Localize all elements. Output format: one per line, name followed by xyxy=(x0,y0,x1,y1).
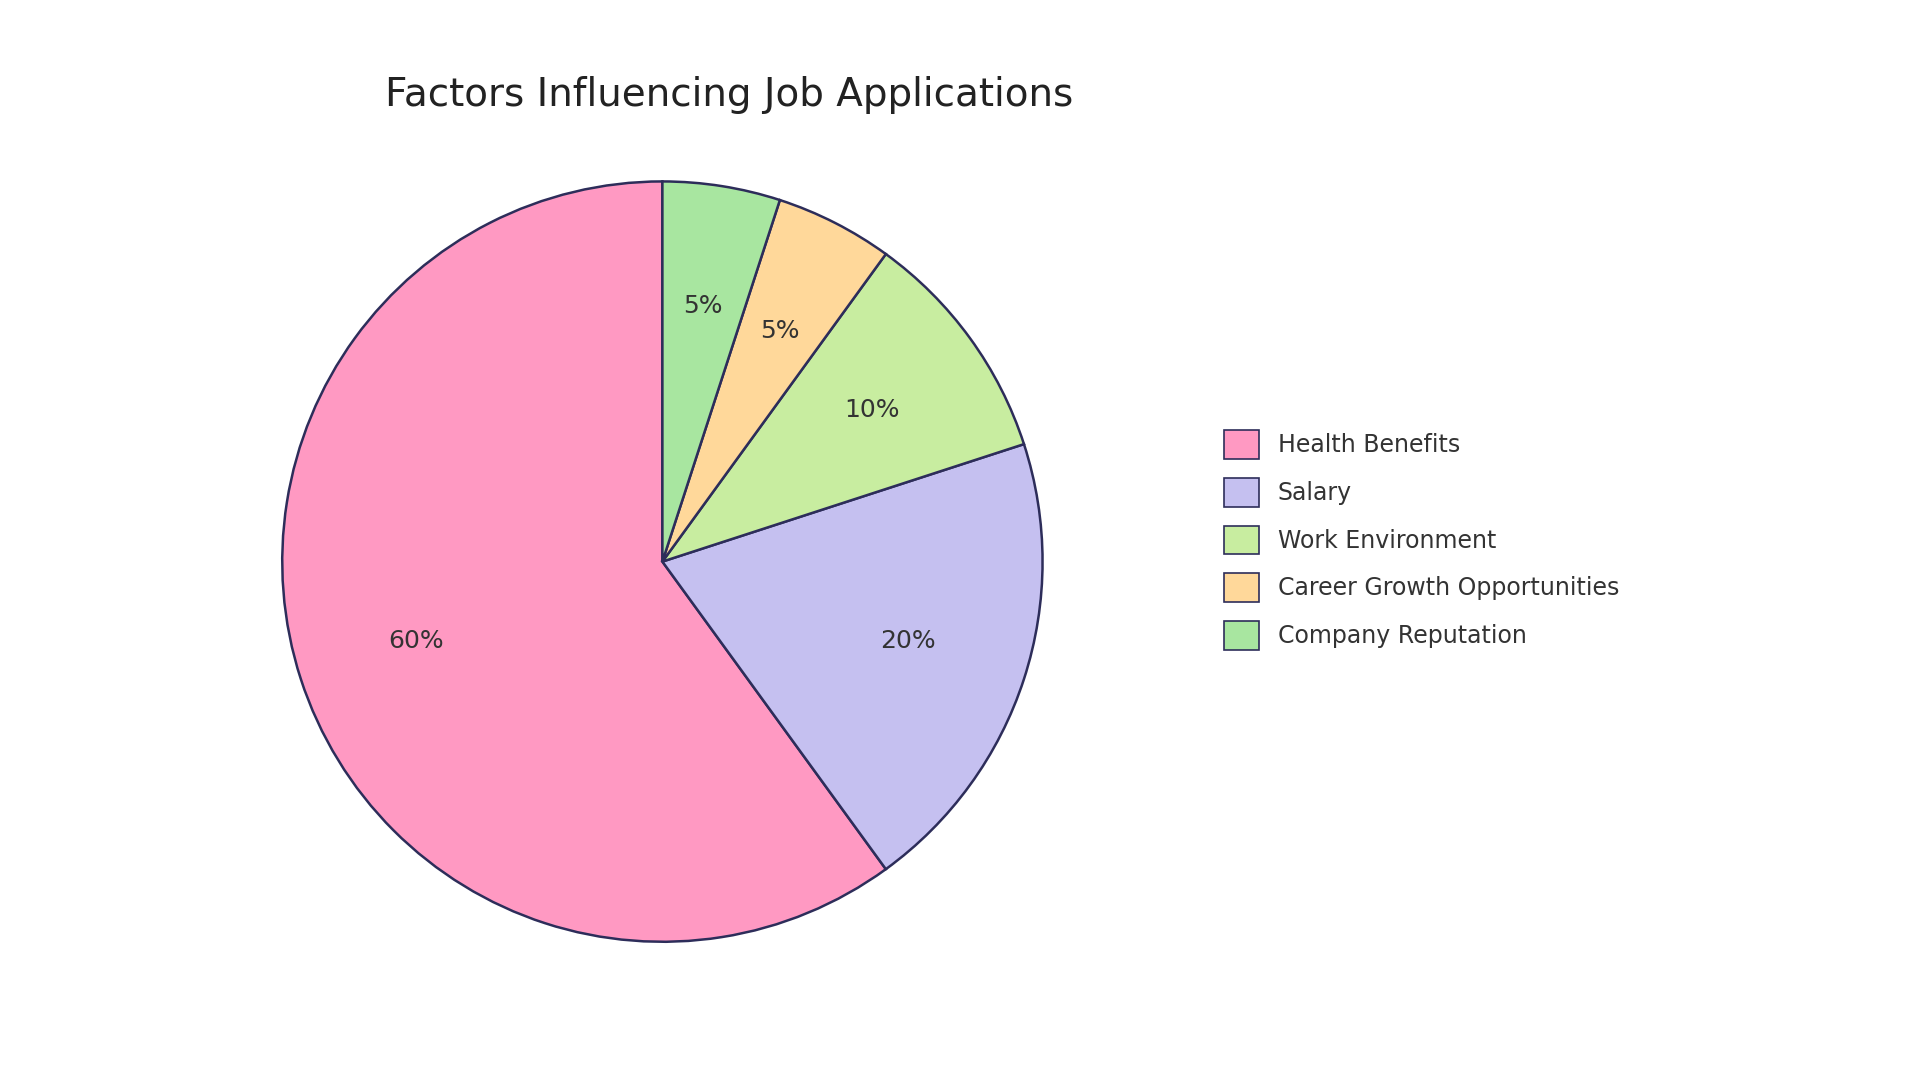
Text: Factors Influencing Job Applications: Factors Influencing Job Applications xyxy=(386,76,1073,113)
Wedge shape xyxy=(662,444,1043,869)
Wedge shape xyxy=(662,181,780,562)
Wedge shape xyxy=(282,181,885,942)
Text: 5%: 5% xyxy=(760,320,799,343)
Wedge shape xyxy=(662,254,1023,562)
Text: 60%: 60% xyxy=(388,630,444,653)
Text: 10%: 10% xyxy=(843,397,899,421)
Legend: Health Benefits, Salary, Work Environment, Career Growth Opportunities, Company : Health Benefits, Salary, Work Environmen… xyxy=(1212,418,1632,662)
Wedge shape xyxy=(662,200,885,562)
Text: 5%: 5% xyxy=(684,294,722,319)
Text: 20%: 20% xyxy=(881,630,937,653)
